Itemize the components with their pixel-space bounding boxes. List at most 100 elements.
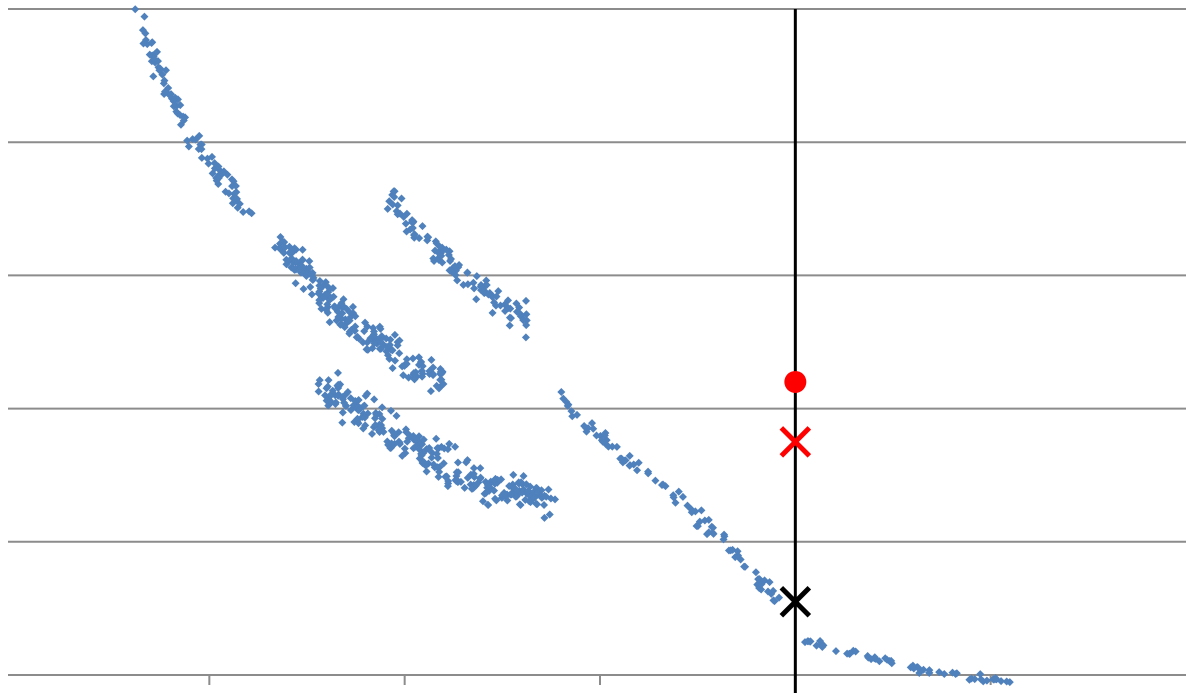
scatter-point bbox=[324, 376, 333, 385]
scatter-point bbox=[382, 334, 391, 343]
scatter-point bbox=[450, 262, 459, 271]
scatter-point bbox=[519, 315, 528, 324]
scatter-point bbox=[692, 522, 701, 531]
scatter-point bbox=[210, 159, 219, 168]
scatter-point bbox=[598, 437, 607, 446]
scatter-point bbox=[582, 427, 591, 436]
scatter-point bbox=[145, 50, 154, 59]
scatter-point bbox=[514, 308, 523, 317]
scatter-point bbox=[235, 199, 244, 208]
scatter-point bbox=[140, 12, 149, 21]
scatter-point bbox=[470, 284, 479, 293]
scatter-point bbox=[469, 464, 478, 473]
scatter-point bbox=[769, 586, 778, 595]
scatter-point bbox=[600, 431, 609, 440]
scatter-point bbox=[391, 356, 400, 365]
scatter-point bbox=[386, 406, 395, 415]
scatter-point bbox=[298, 256, 307, 265]
scatter-point bbox=[308, 270, 317, 279]
scatter-point bbox=[803, 637, 812, 646]
scatter-point bbox=[385, 197, 394, 206]
scatter-point bbox=[231, 181, 240, 190]
scatter-point bbox=[224, 189, 233, 198]
scatter-point bbox=[223, 170, 232, 179]
scatter-point bbox=[427, 453, 436, 462]
scatter-point bbox=[350, 326, 359, 335]
scatter-point bbox=[909, 664, 918, 673]
scatter-point bbox=[671, 498, 680, 507]
scatter-point bbox=[472, 272, 481, 281]
scatter-point bbox=[545, 510, 554, 519]
scatter-point bbox=[557, 388, 566, 397]
scatter-point bbox=[769, 596, 778, 605]
scatter-point bbox=[477, 286, 486, 295]
scatter-point bbox=[757, 580, 766, 589]
scatter-point bbox=[363, 345, 372, 354]
scatter-point bbox=[159, 79, 168, 88]
scatter-point bbox=[392, 411, 401, 420]
scatter-point bbox=[510, 483, 519, 492]
scatter-point bbox=[505, 321, 514, 330]
scatter-point bbox=[443, 445, 452, 454]
scatter-point bbox=[406, 431, 415, 440]
scatter-point bbox=[463, 280, 472, 289]
scatter-point bbox=[281, 243, 290, 252]
scatter-point bbox=[419, 435, 428, 444]
scatter-point bbox=[444, 476, 453, 485]
scatter-point bbox=[453, 458, 462, 467]
scatter-point bbox=[683, 501, 692, 510]
scatter-point bbox=[382, 342, 391, 351]
scatter-point bbox=[325, 318, 334, 327]
scatter-point bbox=[438, 258, 447, 267]
scatter-point bbox=[625, 451, 634, 460]
scatter-point bbox=[651, 476, 660, 485]
scatter-point bbox=[149, 72, 158, 81]
scatter-point bbox=[315, 376, 324, 385]
scatter-point bbox=[321, 391, 330, 400]
scatter-point bbox=[425, 443, 434, 452]
scatter-point bbox=[360, 413, 369, 422]
scatter-point bbox=[389, 429, 398, 438]
scatter-point bbox=[982, 676, 991, 685]
scatter-point bbox=[390, 187, 399, 196]
scatter-point bbox=[138, 26, 147, 35]
scatter-point bbox=[427, 355, 436, 364]
scatter-point bbox=[482, 276, 491, 285]
scatter-point bbox=[214, 174, 223, 183]
scatter-point bbox=[442, 245, 451, 254]
scatter-point bbox=[395, 440, 404, 449]
scatter-point bbox=[191, 135, 200, 144]
scatter-point bbox=[408, 354, 417, 363]
scatter-point bbox=[433, 454, 442, 463]
scatter-point bbox=[453, 276, 462, 285]
scatter-point bbox=[703, 530, 712, 539]
scatter-point bbox=[331, 304, 340, 313]
scatter-point bbox=[491, 301, 500, 310]
scatter-point bbox=[323, 382, 332, 391]
scatter-point bbox=[467, 484, 476, 493]
scatter-point bbox=[328, 284, 337, 293]
scatter-point bbox=[480, 489, 489, 498]
scatter-point bbox=[451, 442, 460, 451]
scatter-point bbox=[617, 454, 626, 463]
scatter-point bbox=[131, 5, 140, 14]
scatter-point bbox=[369, 330, 378, 339]
scatter-point bbox=[629, 460, 638, 469]
scatter-point bbox=[279, 248, 288, 257]
scatter-point bbox=[176, 101, 185, 110]
scatter-point bbox=[411, 442, 420, 451]
scatter-point bbox=[403, 437, 412, 446]
scatter-point bbox=[740, 562, 749, 571]
scatter-point bbox=[417, 451, 426, 460]
scatter-point bbox=[444, 251, 453, 260]
scatter-point bbox=[831, 647, 840, 656]
scatter-point bbox=[533, 487, 542, 496]
scatter-point bbox=[410, 230, 419, 239]
scatter-point bbox=[522, 321, 531, 330]
scatter-point bbox=[338, 418, 347, 427]
scatter-point bbox=[500, 300, 509, 309]
scatter-point bbox=[399, 371, 408, 380]
scatter-point bbox=[526, 482, 535, 491]
scatter-point bbox=[492, 496, 501, 505]
